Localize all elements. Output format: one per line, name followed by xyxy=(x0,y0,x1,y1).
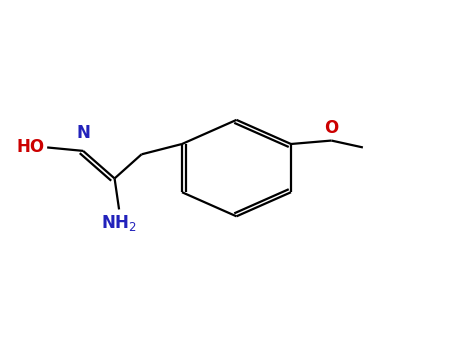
Text: HO: HO xyxy=(17,139,45,156)
Text: N: N xyxy=(76,124,90,142)
Text: O: O xyxy=(324,119,339,137)
Text: NH$_2$: NH$_2$ xyxy=(101,213,137,233)
